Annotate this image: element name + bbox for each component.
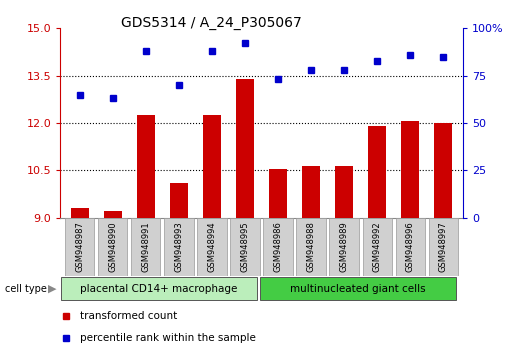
- Text: placental CD14+ macrophage: placental CD14+ macrophage: [80, 284, 237, 293]
- FancyBboxPatch shape: [65, 218, 95, 276]
- Bar: [71, 208, 89, 218]
- Text: multinucleated giant cells: multinucleated giant cells: [290, 284, 426, 293]
- Text: percentile rank within the sample: percentile rank within the sample: [80, 332, 256, 343]
- Bar: [203, 115, 221, 218]
- FancyBboxPatch shape: [297, 218, 325, 276]
- Text: GSM948986: GSM948986: [274, 222, 282, 272]
- Text: GSM948996: GSM948996: [405, 222, 415, 272]
- Bar: [269, 169, 287, 218]
- Text: GSM948991: GSM948991: [141, 222, 151, 272]
- Text: cell type: cell type: [5, 284, 47, 293]
- Text: GSM948990: GSM948990: [108, 222, 118, 272]
- FancyBboxPatch shape: [164, 218, 194, 276]
- Text: GDS5314 / A_24_P305067: GDS5314 / A_24_P305067: [120, 16, 301, 30]
- FancyBboxPatch shape: [362, 218, 392, 276]
- FancyBboxPatch shape: [98, 218, 128, 276]
- Bar: [302, 166, 320, 218]
- Text: GSM948995: GSM948995: [241, 222, 249, 272]
- FancyBboxPatch shape: [198, 218, 226, 276]
- FancyBboxPatch shape: [428, 218, 458, 276]
- Bar: [335, 166, 353, 218]
- Bar: [368, 126, 386, 218]
- Bar: [434, 123, 452, 218]
- FancyBboxPatch shape: [329, 218, 359, 276]
- FancyBboxPatch shape: [260, 276, 456, 301]
- Bar: [104, 211, 122, 218]
- Text: GSM948997: GSM948997: [439, 222, 448, 272]
- FancyBboxPatch shape: [61, 276, 257, 301]
- FancyBboxPatch shape: [131, 218, 161, 276]
- Bar: [236, 79, 254, 218]
- FancyBboxPatch shape: [395, 218, 425, 276]
- Bar: [137, 115, 155, 218]
- Text: GSM948994: GSM948994: [208, 222, 217, 272]
- Text: transformed count: transformed count: [80, 311, 177, 321]
- Text: GSM948989: GSM948989: [339, 222, 348, 272]
- Text: GSM948993: GSM948993: [175, 222, 184, 272]
- FancyBboxPatch shape: [264, 218, 292, 276]
- Bar: [401, 121, 419, 218]
- Bar: [170, 183, 188, 218]
- FancyBboxPatch shape: [231, 218, 259, 276]
- Text: GSM948988: GSM948988: [306, 222, 315, 272]
- Text: GSM948992: GSM948992: [372, 222, 382, 272]
- Text: ▶: ▶: [48, 284, 56, 293]
- Text: GSM948987: GSM948987: [75, 222, 84, 272]
